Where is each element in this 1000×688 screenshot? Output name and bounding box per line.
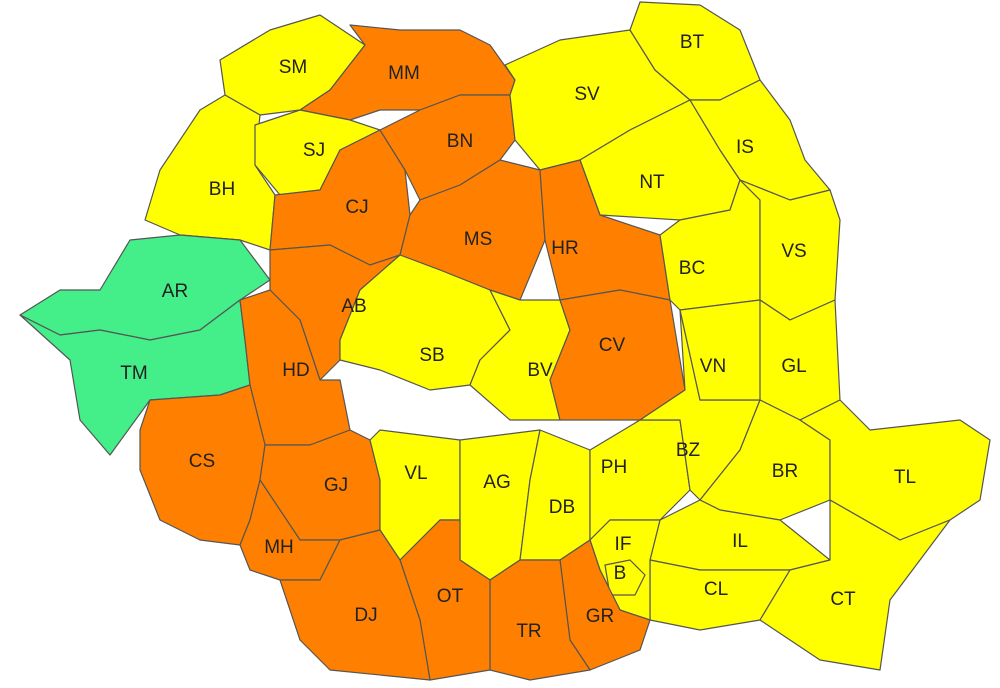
county (759, 499, 951, 671)
county (689, 79, 831, 201)
county (299, 24, 516, 121)
county-label: CL (704, 579, 728, 600)
county-label: HD (282, 360, 309, 381)
county-label: BC (679, 258, 705, 279)
county-label: TL (894, 467, 916, 488)
county-label: BT (680, 32, 705, 53)
county-label: NT (639, 172, 665, 193)
county-label: OT (437, 586, 464, 607)
county-label: SM (279, 57, 308, 78)
county-label: DJ (354, 605, 377, 626)
county-label: SB (419, 345, 444, 366)
county-label: IF (615, 534, 632, 555)
county (144, 94, 276, 251)
county-label: SJ (303, 140, 325, 161)
county-label: CS (189, 451, 215, 472)
county-label: AR (162, 281, 188, 302)
counties (19, 1, 991, 681)
county-label: MM (388, 63, 420, 84)
county (489, 559, 591, 681)
county (799, 399, 991, 541)
county-label: IS (736, 137, 754, 158)
county-label: MH (264, 537, 294, 558)
county-label: BN (447, 131, 473, 152)
county-label: IL (732, 531, 748, 552)
county-label: BZ (676, 440, 701, 461)
county-label: HR (551, 238, 578, 259)
county-label: DB (549, 497, 575, 518)
county (379, 94, 516, 201)
county-label: TM (120, 363, 147, 384)
county-label: VS (781, 241, 806, 262)
county-label: B (614, 563, 627, 584)
county-label: PH (601, 457, 627, 478)
county-label: BV (527, 360, 553, 381)
county-label: GJ (324, 475, 348, 496)
county-label: BR (772, 461, 798, 482)
county-label: MS (464, 229, 493, 250)
county-label: BH (209, 179, 235, 200)
county (279, 529, 431, 681)
county-label: VL (404, 463, 427, 484)
county (549, 289, 686, 421)
county-label: AG (483, 472, 510, 493)
county-labels: SM MM BH SJ CJ BN MS SV BT NT IS HR BC VS AR TM AB HD CS SB… (120, 32, 916, 642)
county-label: CJ (345, 197, 368, 218)
county-label: GL (781, 356, 806, 377)
county-label: GR (586, 606, 615, 627)
county-label: TR (516, 621, 541, 642)
county-label: SV (574, 84, 600, 105)
county-label: CV (599, 335, 626, 356)
county-label: AB (341, 296, 366, 317)
county-label: VN (700, 356, 726, 377)
county-label: CT (830, 589, 856, 610)
